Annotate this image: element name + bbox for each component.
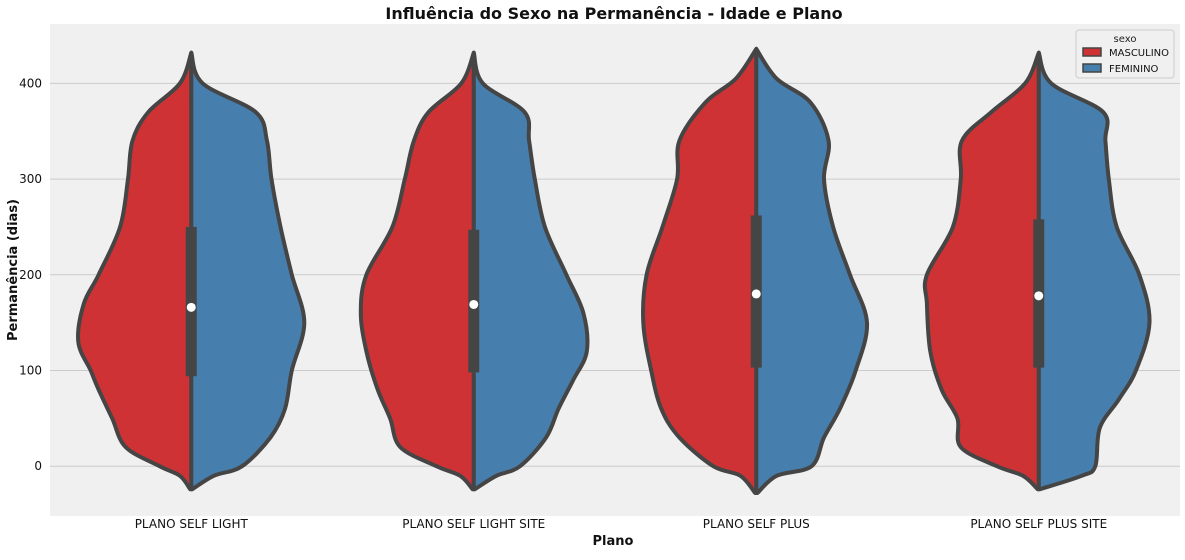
y-axis-ticks: 0 100 200 300 400	[19, 76, 42, 473]
violin-masculino-plano-self-plus	[641, 46, 759, 495]
x-tick-label: PLANO SELF PLUS	[703, 517, 810, 531]
median-point-plano-self-light	[186, 302, 196, 312]
legend: sexo MASCULINO FEMININO	[1075, 29, 1175, 79]
x-axis-ticks: PLANO SELF LIGHT PLANO SELF LIGHT SITE PLA…	[135, 517, 1107, 531]
legend-label-masculino: MASCULINO	[1109, 48, 1169, 59]
violins	[76, 46, 1152, 495]
median-point-plano-self-plus	[751, 289, 761, 299]
violin-masculino-plano-self-light	[76, 50, 194, 492]
violin-feminino-plano-self-light-site	[471, 50, 590, 492]
x-tick-label: PLANO SELF LIGHT	[135, 517, 249, 531]
y-tick-label: 300	[19, 172, 42, 186]
y-tick-label: 200	[19, 268, 42, 282]
median-point-plano-self-light-site	[469, 299, 479, 309]
y-tick-label: 100	[19, 364, 42, 378]
x-tick-label: PLANO SELF LIGHT SITE	[402, 517, 545, 531]
violin-masculino-plano-self-plus-site	[922, 50, 1041, 492]
violin-masculino-plano-self-light-site	[358, 50, 476, 492]
x-tick-label: PLANO SELF PLUS SITE	[970, 517, 1107, 531]
y-axis-label: Permanência (dias)	[6, 199, 21, 341]
inner-boxes	[185, 215, 1045, 377]
iqr-box-plano-self-light	[185, 226, 197, 377]
legend-title: sexo	[1114, 34, 1137, 45]
y-tick-label: 0	[34, 459, 42, 473]
violin-feminino-plano-self-light	[189, 50, 307, 492]
legend-swatch-masculino	[1082, 47, 1102, 57]
y-tick-label: 400	[19, 76, 42, 90]
legend-swatch-feminino	[1082, 63, 1102, 73]
x-axis-label: Plano	[593, 534, 634, 549]
chart-title: Influência do Sexo na Permanência - Idad…	[385, 4, 842, 23]
violin-feminino-plano-self-plus-site	[1036, 50, 1152, 492]
violin-feminino-plano-self-plus	[754, 46, 870, 495]
median-point-plano-self-plus-site	[1034, 291, 1044, 301]
legend-label-feminino: FEMININO	[1109, 64, 1159, 75]
